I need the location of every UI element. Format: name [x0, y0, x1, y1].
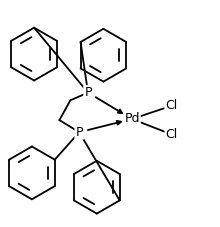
Text: P: P: [84, 86, 92, 99]
Text: Pd: Pd: [124, 113, 140, 126]
Text: Cl: Cl: [165, 99, 178, 112]
Text: Cl: Cl: [165, 128, 178, 141]
Text: P: P: [75, 126, 83, 139]
